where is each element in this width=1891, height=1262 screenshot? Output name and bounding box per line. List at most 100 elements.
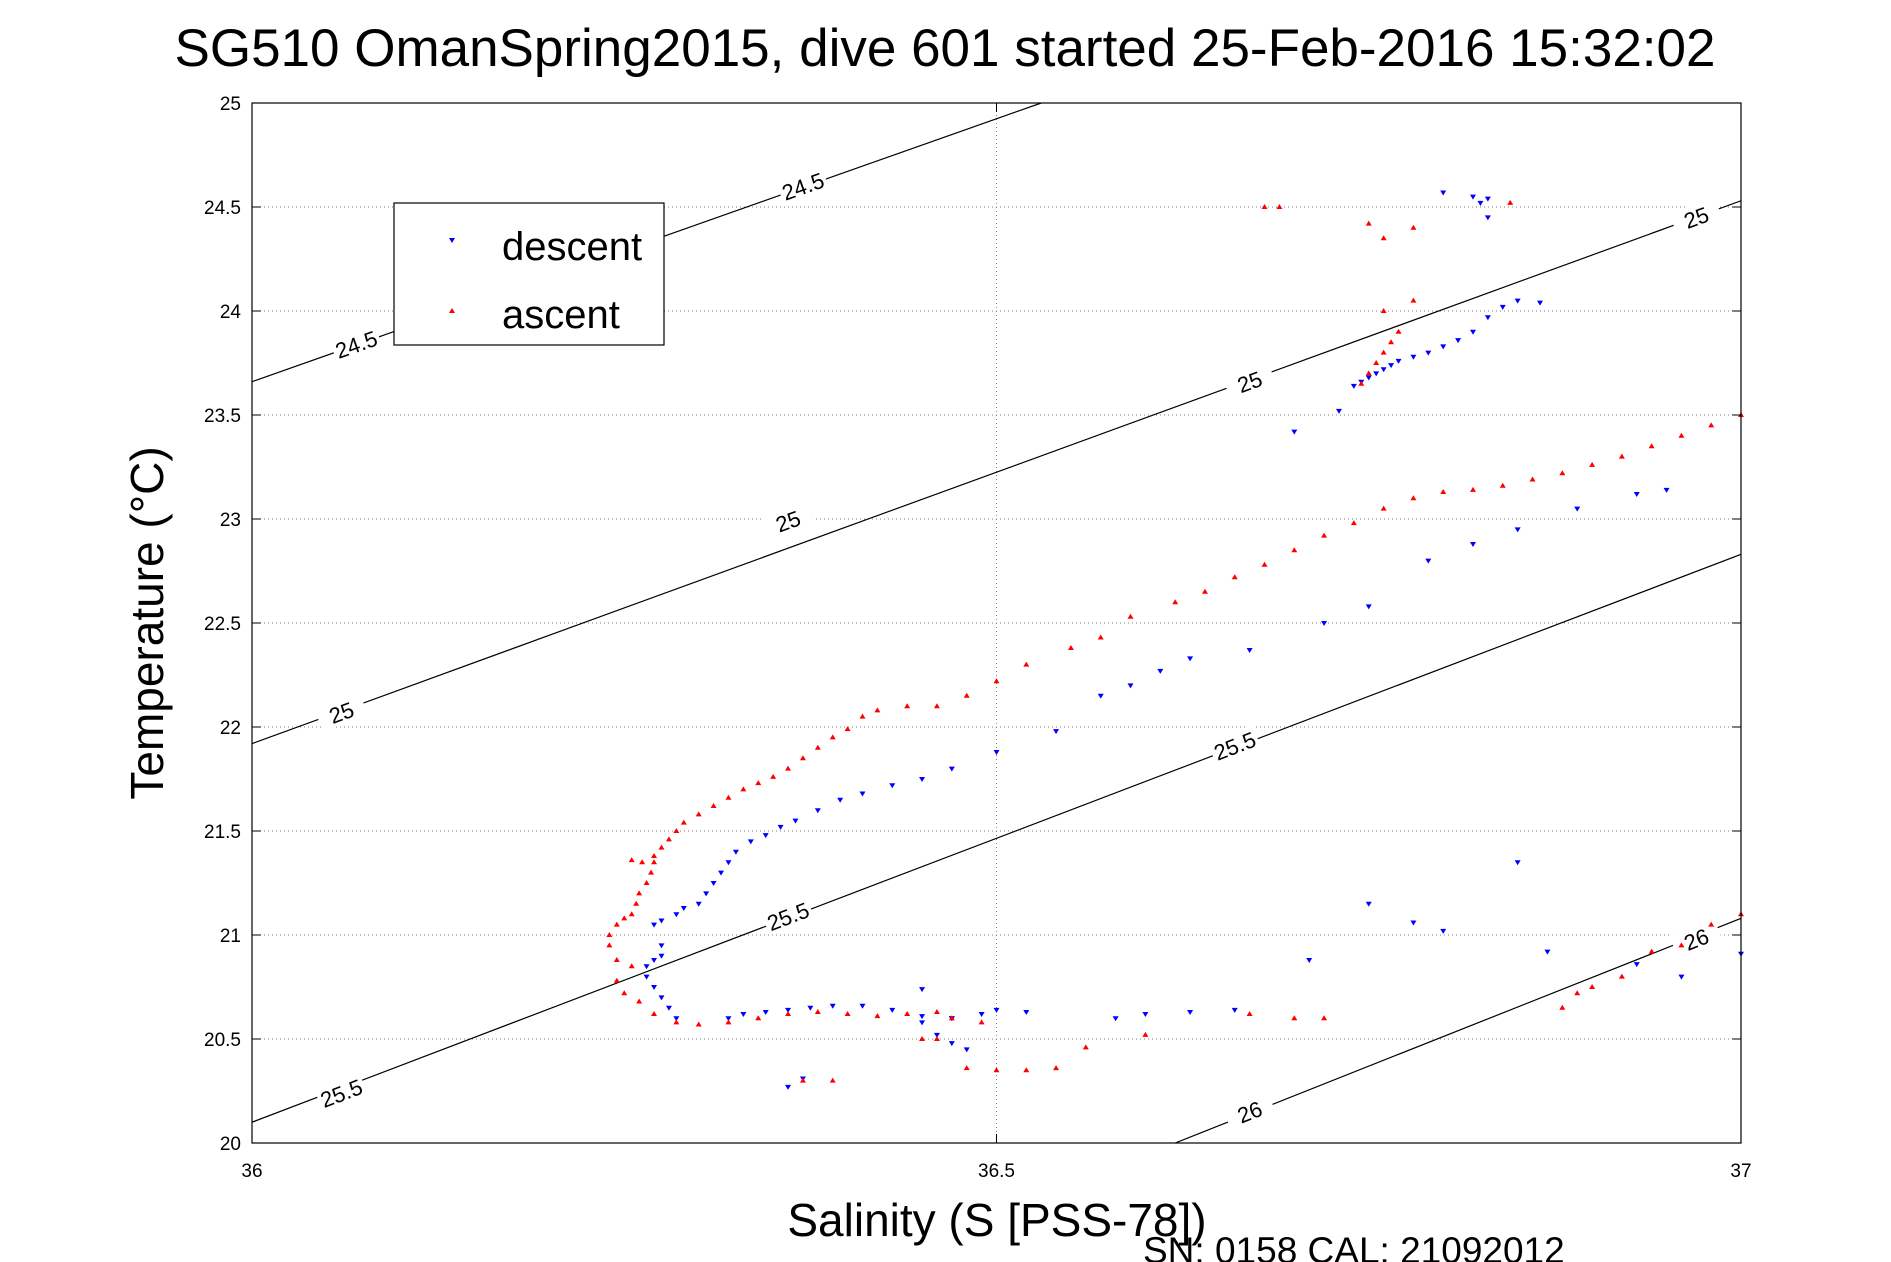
descent-point [807, 1005, 814, 1011]
ascent-point [1380, 308, 1387, 313]
contour-label-bg [1207, 725, 1262, 765]
x-tick-label: 36 [241, 1161, 262, 1182]
descent-point [740, 1012, 747, 1018]
descent-point [1395, 358, 1402, 364]
ascent-point [1559, 1004, 1566, 1010]
ascent-point [1410, 495, 1417, 501]
descent-point [1321, 621, 1328, 626]
ascent-point [725, 794, 732, 800]
descent-point [747, 839, 754, 845]
descent-point [1484, 196, 1491, 202]
descent-point [933, 1032, 940, 1038]
ascent-point [651, 1011, 658, 1017]
descent-point [1187, 1009, 1194, 1015]
contour-label-bg [1222, 361, 1276, 401]
y-tick-label: 25 [220, 94, 241, 115]
descent-point [1365, 901, 1372, 907]
descent-point [1484, 215, 1491, 221]
descent-point [1380, 367, 1387, 373]
descent-point [948, 766, 955, 772]
y-tick-label: 24 [220, 302, 242, 323]
descent-point [814, 808, 821, 814]
ascent-point [695, 811, 702, 817]
descent-point [673, 1016, 680, 1022]
descent-point [1231, 1007, 1238, 1013]
descent-point [695, 901, 702, 907]
ascent-point [1246, 1011, 1253, 1017]
ascent-point [1321, 532, 1328, 538]
x-axis-label: Salinity (S [PSS-78]) [787, 1194, 1206, 1246]
legend: descent ascent [393, 202, 665, 346]
ascent-point [1589, 984, 1596, 989]
ascent-point [874, 1013, 881, 1019]
ascent-point [904, 703, 911, 709]
descent-point [919, 1020, 926, 1026]
descent-point [658, 995, 665, 1001]
descent-point [1246, 648, 1253, 654]
ascent-point [933, 703, 940, 709]
ascent-point [606, 932, 613, 937]
ascent-point [613, 956, 620, 962]
ascent-point [1291, 1015, 1298, 1021]
ascent-point [1261, 561, 1268, 567]
ascent-point [665, 836, 672, 842]
contour-label-bg [761, 500, 815, 540]
ascent-point [1410, 224, 1417, 230]
y-tick-label: 23 [220, 510, 241, 531]
descent-point [837, 797, 844, 803]
descent-point [1440, 928, 1447, 934]
data-points [606, 190, 1744, 1090]
ascent-point [755, 780, 762, 786]
ascent-point [648, 869, 655, 875]
ascent-point [628, 857, 635, 863]
ascent-point [636, 890, 643, 896]
ascent-point [1053, 1065, 1060, 1071]
descent-point [785, 1007, 792, 1013]
contour-label-bg [329, 324, 383, 363]
x-tick-label: 36.5 [978, 1161, 1015, 1182]
ascent-point [628, 963, 635, 969]
ascent-point [844, 726, 851, 732]
ascent-point [1618, 453, 1625, 459]
contour-label-bg [775, 165, 830, 205]
ascent-point [1082, 1044, 1089, 1050]
ascent-point [673, 828, 680, 833]
descent-point [1633, 492, 1640, 498]
descent-point [859, 1003, 866, 1009]
ascent-point [1708, 921, 1715, 927]
ascent-point [799, 1077, 806, 1083]
descent-point [1484, 315, 1491, 321]
ascent-point [628, 911, 635, 917]
descent-point [919, 987, 926, 993]
ascent-point [636, 998, 643, 1004]
ascent-point [1708, 422, 1715, 428]
ascent-point [695, 1021, 702, 1027]
ascent-point [658, 844, 665, 850]
descent-point [1142, 1012, 1149, 1018]
descent-point [643, 964, 650, 970]
y-tick-label: 20 [220, 1134, 241, 1155]
y-tick-label: 23.5 [204, 406, 241, 427]
descent-point [1335, 408, 1342, 414]
descent-point [1425, 350, 1432, 356]
ascent-point [1388, 339, 1395, 345]
descent-point [1365, 604, 1372, 610]
ascent-point [993, 1067, 1000, 1073]
ascent-point [933, 1036, 940, 1041]
ascent-point [1231, 574, 1238, 580]
ascent-point [993, 678, 1000, 684]
ascent-point [1380, 349, 1387, 355]
ascent-point [1380, 505, 1387, 511]
ascent-point [948, 1015, 955, 1021]
descent-point [710, 881, 717, 886]
ascent-point [613, 977, 620, 983]
ascent-point [1380, 235, 1387, 241]
descent-point [1499, 304, 1506, 310]
y-tick-label: 22.5 [204, 614, 241, 635]
contour-line [252, 200, 1741, 745]
descent-point [1440, 344, 1447, 350]
ascent-point [1142, 1031, 1149, 1037]
descent-point [777, 824, 784, 830]
descent-point [1514, 298, 1521, 304]
